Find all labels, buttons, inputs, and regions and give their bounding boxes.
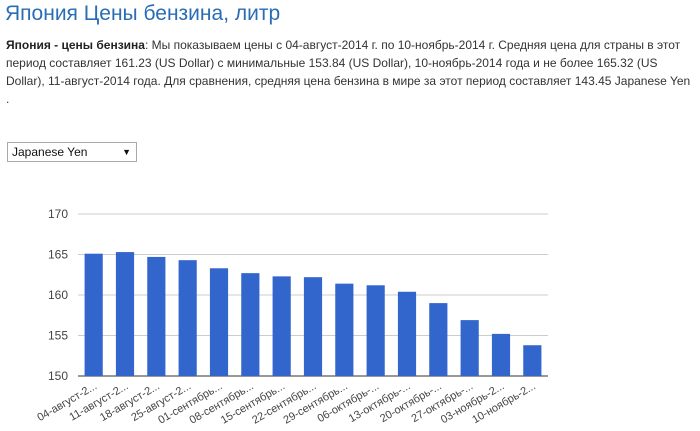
bar[interactable] [272,276,291,376]
bar[interactable] [147,256,166,376]
bar[interactable] [335,283,354,376]
bar[interactable] [523,345,542,376]
currency-select[interactable]: Japanese Yen ▼ [7,142,137,162]
page-title: Япония Цены бензина, литр [5,2,281,25]
bar[interactable] [303,277,323,376]
bar[interactable] [366,285,385,376]
triangle-down-icon: ▼ [122,147,131,157]
summary-text: Япония - цены бензина: Мы показываем цен… [6,36,694,108]
bar[interactable] [209,268,229,376]
currency-select-value: Japanese Yen [12,145,88,159]
bar[interactable] [115,252,135,376]
y-tick-label: 155 [48,329,68,343]
y-tick-label: 160 [48,288,68,302]
y-tick-label: 170 [48,207,68,221]
summary-body: : Мы показываем цены с 04-август-2014 г.… [6,38,691,106]
bar[interactable] [460,320,479,376]
y-tick-label: 150 [48,369,68,383]
summary-bold: Япония - цены бензина [6,38,145,52]
bar[interactable] [429,303,448,376]
bar[interactable] [241,273,260,376]
bar[interactable] [84,253,103,376]
y-tick-label: 165 [48,248,68,262]
bar[interactable] [178,260,197,376]
bar[interactable] [397,291,417,376]
bar[interactable] [491,333,511,376]
